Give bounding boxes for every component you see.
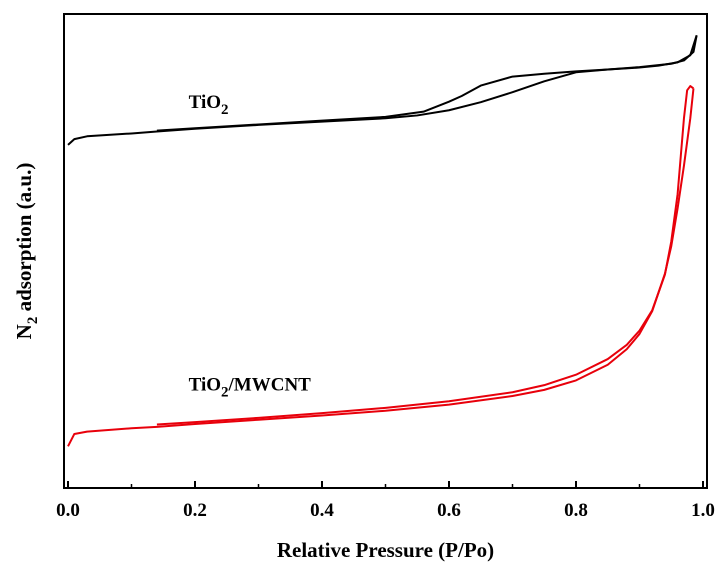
plot-frame: [63, 13, 708, 489]
series-1-label-prefix: TiO: [189, 374, 221, 395]
series-0-label: TiO2: [189, 92, 229, 118]
series-0-adsorption-line: [67, 35, 698, 146]
x-tick-label-1: 0.2: [183, 500, 207, 521]
plot-frame-layer: [63, 13, 708, 489]
y-axis-title: N2 adsorption (a.u.): [12, 163, 41, 340]
x-tick-label-5: 1.0: [691, 500, 715, 521]
series-0-label-prefix: TiO: [189, 92, 221, 113]
y-axis-title-subscript: 2: [25, 317, 41, 325]
series-1-label: TiO2/MWCNT: [189, 374, 312, 400]
x-tick-label-4: 0.8: [564, 500, 588, 521]
y-axis-title-prefix: N: [12, 324, 36, 339]
x-tick-label-3: 0.6: [437, 500, 461, 521]
series-1-desorption-line: [156, 85, 695, 426]
series-1-label-suffix: /MWCNT: [228, 374, 312, 395]
x-axis-title: Relative Pressure (P/Po): [277, 538, 494, 562]
x-tick-label-2: 0.4: [310, 500, 334, 521]
y-axis-title-suffix: adsorption (a.u.): [12, 163, 36, 317]
series-0-desorption-line: [156, 35, 698, 132]
x-tick-label-0: 0.0: [56, 500, 80, 521]
series-1-adsorption-line: [67, 88, 695, 447]
series-layer: [67, 35, 698, 447]
x-tick-layer: 0.0 0.2 0.4 0.6 0.8 1.0: [56, 481, 715, 521]
series-1-label-subscript: 2: [221, 384, 229, 400]
series-0-label-subscript: 2: [221, 102, 229, 118]
